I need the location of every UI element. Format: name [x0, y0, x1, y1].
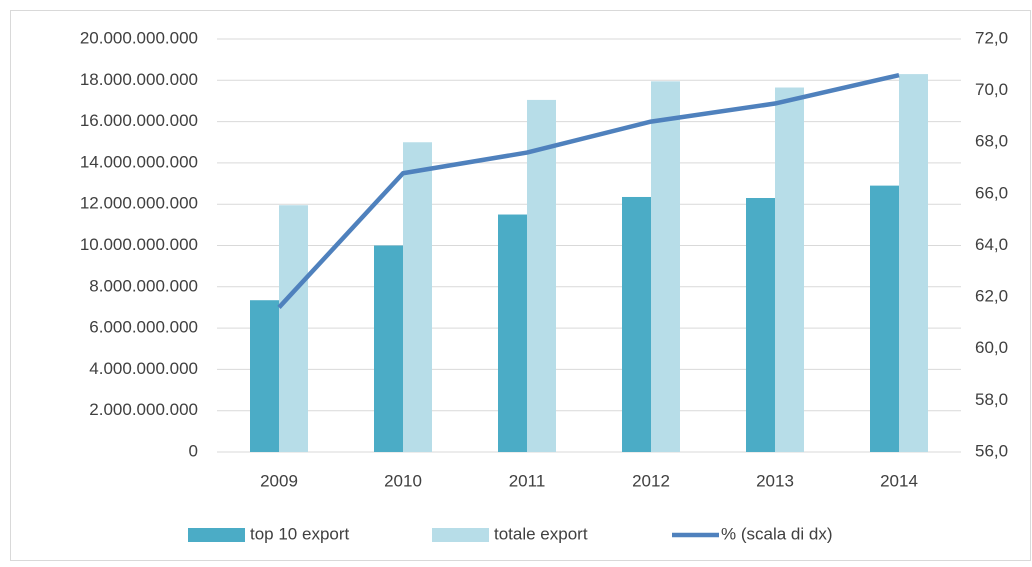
- y-tick-label: 14.000.000.000: [80, 152, 198, 171]
- y-tick-label: 2.000.000.000: [89, 400, 198, 419]
- bar: [746, 198, 775, 452]
- legend-label: top 10 export: [250, 524, 350, 543]
- bar: [899, 74, 928, 452]
- y-tick-label: 0: [189, 441, 198, 460]
- bar: [622, 196, 651, 452]
- legend-label: % (scala di dx): [721, 524, 832, 543]
- legend-swatch: [432, 528, 489, 542]
- line: [277, 72, 900, 309]
- y2-tick-label: 56,0: [975, 441, 1008, 460]
- x-tick-label: 2009: [260, 471, 298, 490]
- y2-tick-label: 58,0: [975, 390, 1008, 409]
- legend-label: totale export: [494, 524, 588, 543]
- bar: [403, 142, 432, 452]
- x-tick-label: 2014: [880, 471, 918, 490]
- bar: [250, 300, 279, 452]
- y-tick-label: 6.000.000.000: [89, 318, 198, 337]
- bar: [651, 81, 680, 453]
- x-tick-label: 2011: [509, 471, 546, 490]
- bar: [279, 205, 308, 452]
- y2-tick-label: 62,0: [975, 287, 1008, 306]
- y-tick-label: 16.000.000.000: [80, 111, 198, 130]
- x-tick-label: 2013: [756, 471, 794, 490]
- bar: [870, 185, 899, 453]
- y-tick-label: 4.000.000.000: [89, 359, 198, 378]
- y2-tick-label: 70,0: [975, 80, 1008, 99]
- y-tick-label: 10.000.000.000: [80, 235, 198, 254]
- bar: [775, 87, 804, 452]
- y2-tick-label: 60,0: [975, 338, 1008, 357]
- y2-tick-label: 66,0: [975, 183, 1008, 202]
- bar: [527, 99, 556, 452]
- y2-tick-label: 68,0: [975, 132, 1008, 151]
- x-tick-label: 2012: [632, 471, 670, 490]
- y-tick-label: 12.000.000.000: [80, 194, 198, 213]
- chart-border: [10, 10, 1031, 561]
- bar: [498, 214, 527, 452]
- y2-tick-label: 64,0: [975, 235, 1008, 254]
- y-tick-label: 18.000.000.000: [80, 70, 198, 89]
- legend-swatch: [188, 528, 245, 542]
- x-tick-label: 2010: [384, 471, 422, 490]
- y2-tick-label: 72,0: [975, 28, 1008, 47]
- y-tick-label: 8.000.000.000: [89, 276, 198, 295]
- y-tick-label: 20.000.000.000: [80, 28, 198, 47]
- bar: [374, 245, 403, 452]
